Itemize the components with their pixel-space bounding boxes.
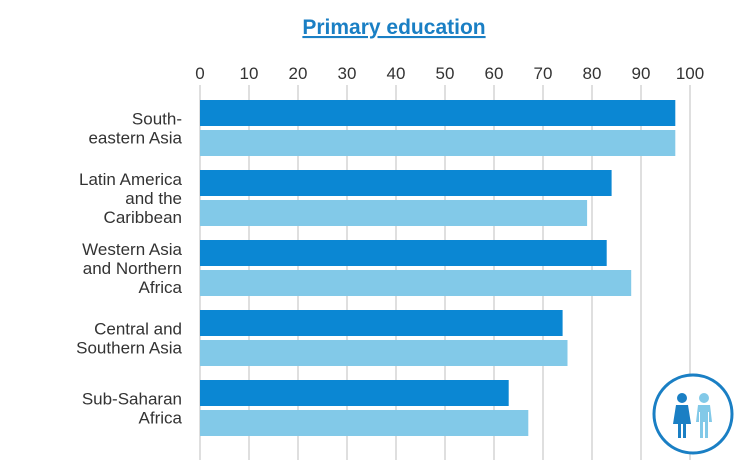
category-label: Western Asia [82, 240, 182, 259]
category-label: Central and [94, 320, 182, 339]
bar [200, 100, 676, 126]
category-label: Sub-Saharan [82, 390, 182, 409]
bars [200, 100, 676, 436]
x-tick-label: 100 [676, 64, 704, 83]
bar [200, 130, 676, 156]
x-tick-label: 30 [338, 64, 357, 83]
bar [200, 270, 632, 296]
x-tick-label: 90 [632, 64, 651, 83]
girl-boy-icon [652, 373, 734, 455]
icon-ring [652, 373, 734, 455]
x-tick-label: 70 [534, 64, 553, 83]
bar [200, 310, 563, 336]
x-tick-label: 40 [387, 64, 406, 83]
category-label: Latin America [79, 170, 183, 189]
bar [200, 340, 568, 366]
x-tick-label: 80 [583, 64, 602, 83]
category-label: Caribbean [104, 208, 182, 227]
category-label: Africa [139, 278, 183, 297]
category-label: Southern Asia [76, 339, 182, 358]
category-label: South- [132, 110, 182, 129]
x-tick-label: 10 [240, 64, 259, 83]
category-label: and the [125, 189, 182, 208]
boy-figure-icon [696, 393, 712, 438]
bar [200, 380, 509, 406]
x-tick-label: 50 [436, 64, 455, 83]
category-label: Africa [139, 409, 183, 428]
bar [200, 240, 607, 266]
x-tick-label: 60 [485, 64, 504, 83]
x-axis-ticks: 0 10 20 30 40 50 60 70 80 90 100 [195, 64, 704, 83]
x-tick-label: 0 [195, 64, 204, 83]
girl-figure-icon [673, 393, 691, 438]
x-tick-label: 20 [289, 64, 308, 83]
bar [200, 410, 529, 436]
category-label: eastern Asia [88, 129, 182, 148]
bar [200, 200, 588, 226]
chart-title: Primary education [302, 16, 485, 39]
category-label: and Northern [83, 259, 182, 278]
bar [200, 170, 612, 196]
